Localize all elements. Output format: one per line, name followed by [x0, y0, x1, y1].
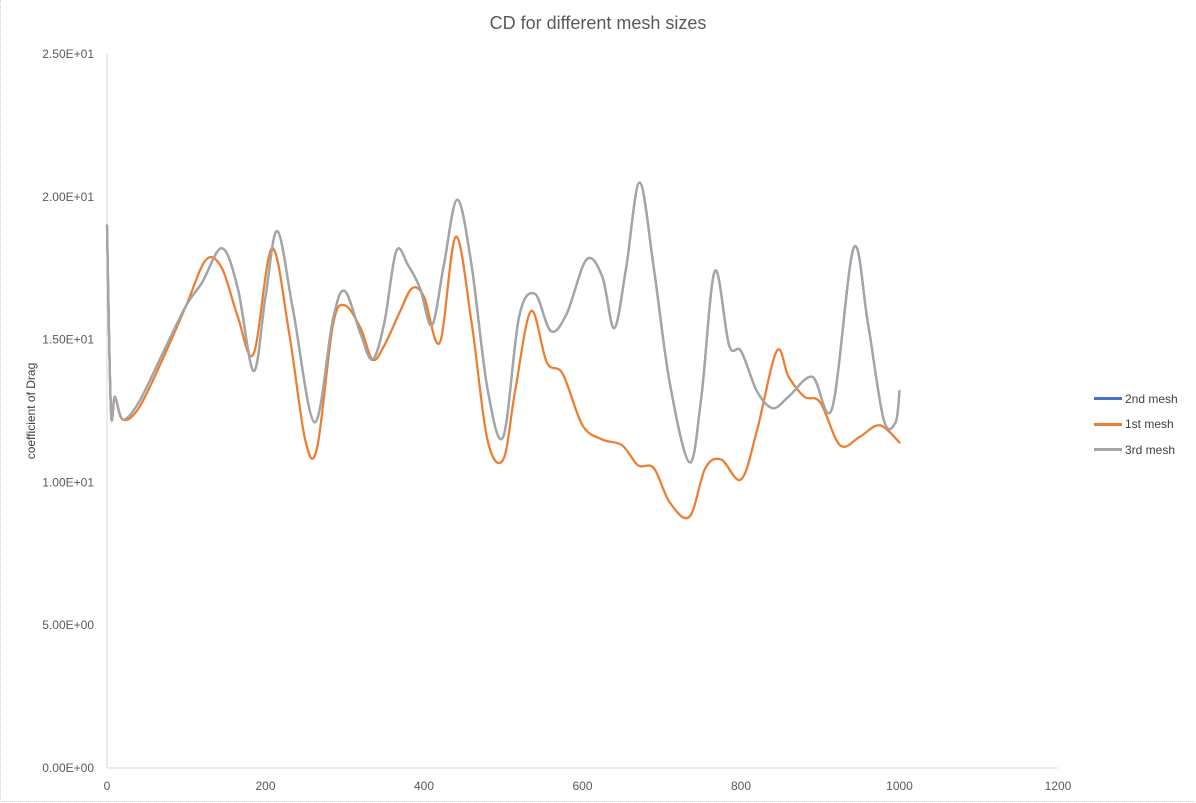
- series-layer: [105, 181, 901, 520]
- legend-swatch: [1094, 422, 1122, 426]
- y-tick-label: 5.00E+00: [42, 618, 94, 632]
- legend-label: 1st mesh: [1125, 417, 1174, 432]
- legend-item-1st-mesh: 1st mesh: [1094, 412, 1178, 438]
- legend: 2nd mesh 1st mesh 3rd mesh: [1094, 386, 1178, 463]
- legend-label: 2nd mesh: [1125, 391, 1178, 406]
- legend-item-3rd-mesh: 3rd mesh: [1094, 437, 1178, 463]
- legend-item-2nd-mesh: 2nd mesh: [1094, 386, 1178, 412]
- legend-swatch: [1094, 397, 1122, 401]
- x-tick-label: 1000: [886, 779, 913, 793]
- axes: [106, 54, 1058, 769]
- x-tick-label: 600: [572, 779, 592, 793]
- y-tick-label: 2.00E+01: [42, 190, 94, 204]
- chart-title: CD for different mesh sizes: [489, 13, 707, 33]
- tick-labels: 0.00E+00 5.00E+00 1.00E+01 1.50E+01 2.00E+01…: [42, 47, 1071, 793]
- x-tick-label: 800: [731, 779, 751, 793]
- series-line-2nd-mesh: [105, 181, 901, 464]
- y-tick-label: 1.50E+01: [42, 333, 94, 347]
- x-tick-label: 400: [414, 779, 434, 793]
- x-tick-label: 1200: [1045, 779, 1072, 793]
- y-tick-label: 0.00E+00: [42, 761, 94, 775]
- x-tick-label: 200: [255, 779, 275, 793]
- series-line-3rd-mesh: [105, 181, 901, 464]
- y-tick-label: 2.50E+01: [42, 47, 94, 61]
- legend-label: 3rd mesh: [1125, 442, 1176, 457]
- series-line-1st-mesh: [105, 224, 901, 520]
- y-tick-label: 1.00E+01: [42, 475, 94, 489]
- x-tick-label: 0: [104, 779, 111, 793]
- legend-swatch: [1094, 448, 1122, 452]
